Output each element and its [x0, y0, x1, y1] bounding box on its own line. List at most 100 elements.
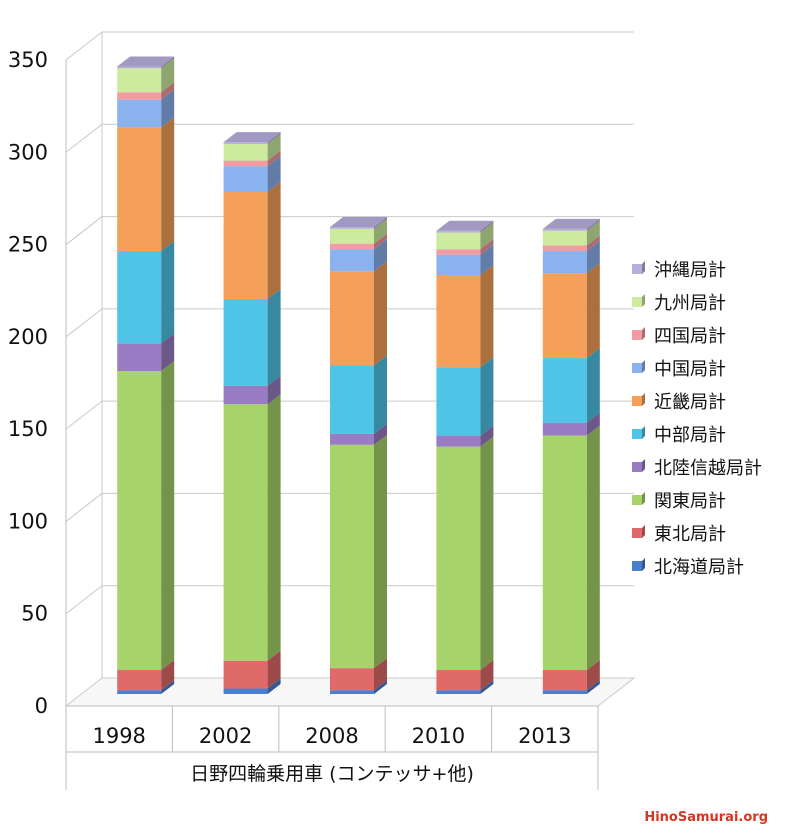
bar-side: [586, 241, 600, 274]
bar-segment: [542, 263, 600, 359]
bar-segment: [436, 222, 494, 250]
legend-item[interactable]: 関東局計: [632, 491, 726, 512]
legend-swatch-side: [642, 393, 645, 406]
bar-side: [374, 261, 387, 366]
legend-item[interactable]: 九州局計: [632, 293, 726, 314]
bar-front: [223, 166, 268, 192]
bar-side: [586, 425, 600, 671]
bar-front: [223, 688, 268, 694]
legend-item[interactable]: 四国局計: [632, 326, 726, 347]
bar-front: [117, 343, 162, 371]
legend-item[interactable]: 北海道局計: [632, 557, 744, 578]
legend-swatch: [632, 561, 642, 571]
x-axis-label: 日野四輪乗用車 (コンテッサ+他): [190, 763, 474, 785]
bar-front: [436, 367, 481, 436]
bar-stack-2013: [542, 218, 600, 694]
bar-segment: [223, 181, 281, 300]
bar-side: [480, 425, 494, 447]
legend-swatch-side: [642, 459, 645, 472]
grid-side-line: [65, 31, 103, 61]
bar-segment: [436, 244, 494, 276]
bar-segment: [330, 680, 387, 694]
legend-item[interactable]: 東北局計: [632, 524, 726, 545]
x-tick-label: 2010: [412, 724, 465, 748]
bar-front: [330, 690, 374, 694]
bar-segment: [117, 361, 175, 671]
bar-front: [330, 271, 374, 366]
bar-front: [117, 99, 162, 128]
legend-swatch: [632, 462, 642, 472]
bar-front: [223, 404, 268, 661]
legend-item[interactable]: 中国局計: [632, 359, 726, 380]
watermark[interactable]: HinoSamurai.org: [644, 810, 768, 825]
bar-side: [586, 660, 600, 691]
bar-side: [374, 355, 387, 434]
legend-label: 東北局計: [654, 524, 726, 545]
bar-front: [117, 127, 162, 252]
bar-side: [374, 239, 387, 272]
bar-segment: [542, 348, 600, 423]
bar-side: [480, 357, 494, 436]
bar-segment: [330, 658, 387, 691]
grid-side-line: [65, 400, 103, 430]
bar-front: [436, 275, 481, 368]
bar-front: [542, 422, 587, 436]
bar-side: [267, 650, 281, 689]
bar-segment: [436, 265, 494, 368]
legend-swatch-side: [642, 261, 645, 274]
legend-swatch-side: [642, 492, 645, 505]
legend-label: 関東局計: [654, 491, 726, 512]
bar-segment: [223, 289, 281, 386]
bar-segment: [117, 680, 175, 694]
y-tick-label: 300: [8, 140, 48, 164]
bar-front: [330, 228, 374, 244]
bar-side: [161, 241, 175, 344]
bar-front: [117, 670, 162, 691]
bar-front: [542, 670, 587, 691]
bar-front: [436, 446, 481, 671]
bar-segment: [436, 220, 494, 233]
bar-stack-2002: [223, 132, 281, 694]
bar-front: [542, 230, 587, 246]
bar-front: [542, 245, 587, 252]
bar-segment: [436, 357, 494, 436]
bar-segment: [223, 132, 281, 144]
bar-front: [330, 668, 374, 691]
legend-label: 北陸信越局計: [654, 458, 762, 479]
bar-segment: [542, 220, 600, 246]
legend-item[interactable]: 沖縄局計: [632, 260, 726, 281]
bar-front: [436, 254, 481, 276]
bar-side: [480, 660, 494, 691]
legend-swatch: [632, 396, 642, 406]
bar-stack-2010: [436, 220, 494, 694]
bar-front: [117, 371, 162, 671]
bar-side: [586, 235, 600, 252]
bar-top: [436, 220, 494, 231]
bar-front: [330, 227, 374, 229]
bar-segment: [542, 218, 600, 231]
bar-top: [117, 56, 175, 67]
bar-segment: [436, 239, 494, 255]
bar-side: [267, 678, 281, 694]
bar-side: [374, 217, 387, 229]
legend-label: 中国局計: [654, 359, 726, 380]
legend-item[interactable]: 中部局計: [632, 425, 726, 446]
grid-side-line: [65, 123, 103, 153]
bar-side: [161, 82, 175, 100]
legend-swatch-side: [642, 426, 645, 439]
bar-segment: [436, 660, 494, 691]
y-axis: 0 50 100 150 200 250 300 350: [8, 48, 67, 790]
legend-item[interactable]: 北陸信越局計: [632, 458, 762, 479]
legend-item[interactable]: 近畿局計: [632, 392, 726, 413]
bar-segment: [223, 650, 281, 689]
bar-front: [117, 690, 162, 694]
bar-front: [436, 690, 481, 694]
legend-swatch-side: [642, 360, 645, 373]
bar-segment: [436, 436, 494, 671]
y-tick-label: 350: [8, 48, 48, 72]
bar-side: [267, 289, 281, 386]
grid-side-line: [65, 493, 103, 522]
bar-segment: [223, 375, 281, 405]
bar-front: [223, 299, 268, 386]
bar-side: [586, 348, 600, 423]
